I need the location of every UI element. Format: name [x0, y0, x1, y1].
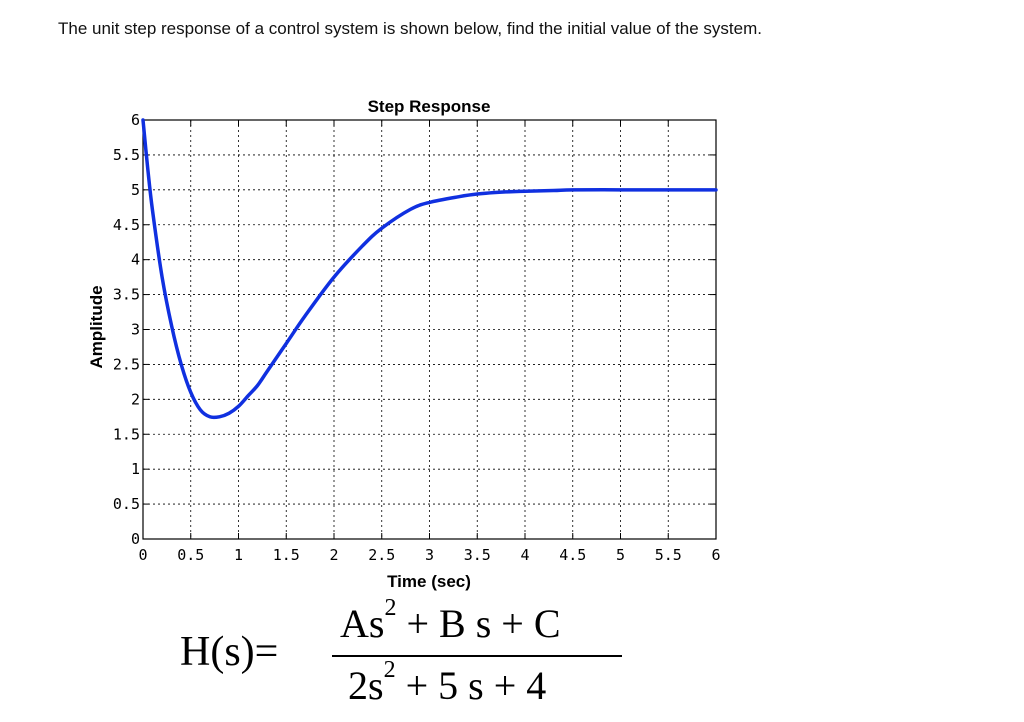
x-tick-label: 5 — [616, 546, 625, 564]
formula-numerator: As2 + B s + C — [340, 596, 561, 647]
y-tick-label: 1.5 — [113, 425, 140, 443]
formula-denominator: 2s2 + 5 s + 4 — [348, 658, 547, 709]
y-tick-label: 5.5 — [113, 146, 140, 164]
x-axis-label: Time (sec) — [387, 572, 471, 591]
y-tick-label: 0.5 — [113, 495, 140, 513]
chart-svg: Step Response Time (sec) Amplitude 0 0.5 1… — [87, 97, 721, 591]
numerator-exponent: 2 — [384, 595, 397, 621]
x-tick-label: 0 — [138, 546, 147, 564]
step-response-chart: Step Response Time (sec) Amplitude 0 0.5 1… — [87, 97, 721, 591]
series-line-step-response — [141, 118, 718, 420]
x-tick-label: 1 — [234, 546, 243, 564]
x-tick-label: 1.5 — [273, 546, 300, 564]
grid — [143, 120, 716, 539]
chart-title: Step Response — [368, 97, 491, 116]
question-text: The unit step response of a control syst… — [58, 19, 762, 38]
y-tick-label: 1 — [131, 460, 140, 478]
numerator-as: As — [340, 601, 385, 646]
formula-lhs: H(s)= — [180, 629, 279, 675]
x-tick-label: 6 — [711, 546, 720, 564]
x-tick-label: 2 — [329, 546, 338, 564]
denominator-rest: + 5 s + 4 — [395, 663, 547, 708]
x-tick-label: 2.5 — [368, 546, 395, 564]
numerator-rest: + B s + C — [396, 601, 561, 646]
denominator-2s: 2s — [348, 663, 384, 708]
y-tick-label: 3 — [131, 321, 140, 339]
y-tick-labels: 0 0.5 1 1.5 2 2.5 3 3.5 4 4.5 5 5.5 6 — [113, 111, 140, 548]
denominator-exponent: 2 — [383, 657, 396, 683]
y-axis-label: Amplitude — [87, 285, 106, 368]
x-tick-label: 3 — [425, 546, 434, 564]
x-tick-label: 5.5 — [655, 546, 682, 564]
y-tick-label: 2.5 — [113, 355, 140, 373]
y-tick-label: 0 — [131, 530, 140, 548]
y-tick-label: 4 — [131, 251, 140, 269]
y-tick-label: 4.5 — [113, 216, 140, 234]
x-tick-label: 4.5 — [559, 546, 586, 564]
x-tick-label: 3.5 — [464, 546, 491, 564]
y-tick-label: 5 — [131, 181, 140, 199]
x-tick-label: 4 — [520, 546, 529, 564]
x-tick-label: 0.5 — [177, 546, 204, 564]
axis-ticks — [142, 119, 717, 540]
x-tick-labels: 0 0.5 1 1.5 2 2.5 3 3.5 4 4.5 5 5.5 6 — [138, 546, 720, 564]
fraction-bar — [332, 655, 622, 657]
y-tick-label: 6 — [131, 111, 140, 129]
y-tick-label: 3.5 — [113, 286, 140, 304]
y-tick-label: 2 — [131, 390, 140, 408]
transfer-function-formula: H(s)= As2 + B s + C 2s2 + 5 s + 4 — [170, 596, 640, 718]
